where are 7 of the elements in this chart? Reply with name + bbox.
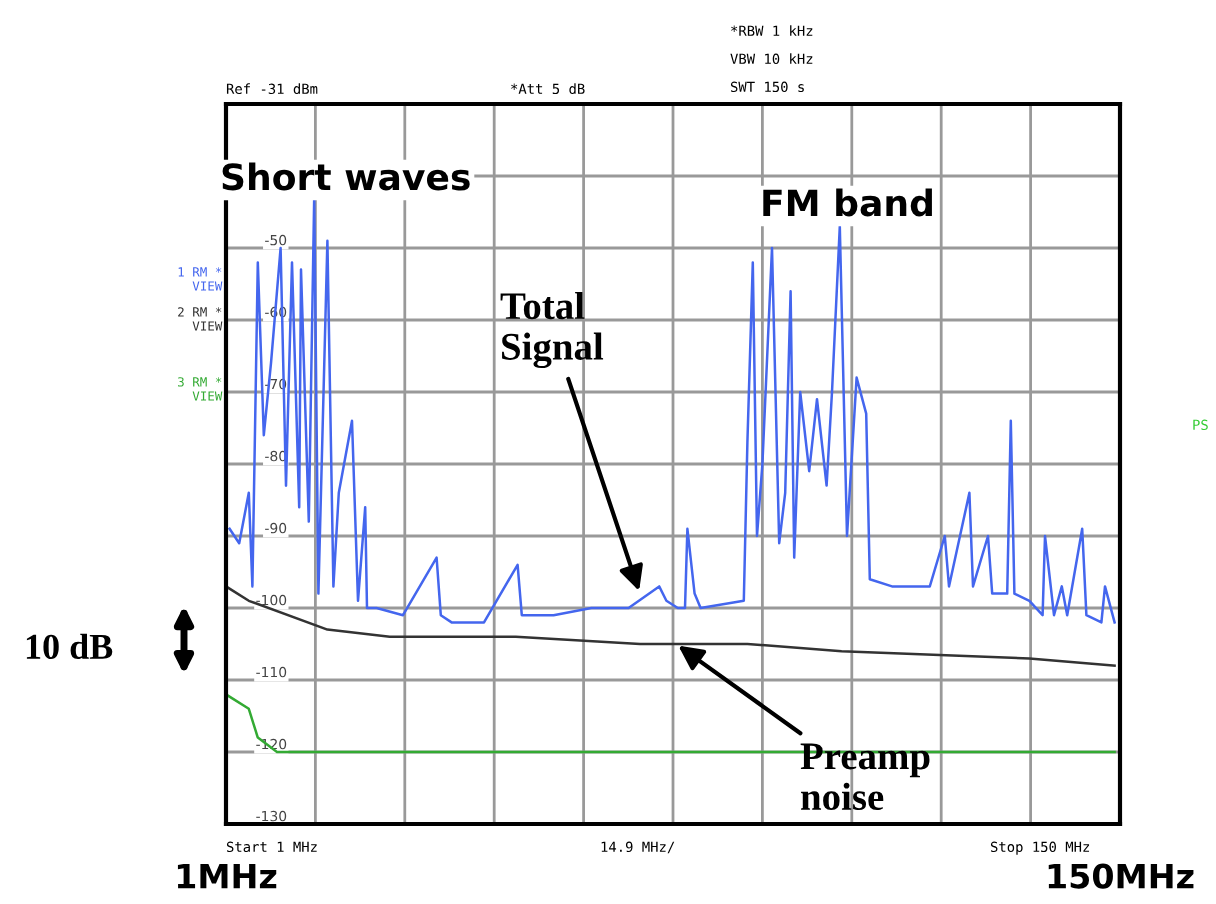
annotation: Total Signal	[500, 291, 604, 369]
text: 10 dB	[26, 633, 113, 660]
x-tick-label: 150MHz	[1048, 863, 1194, 889]
annotation: FM band	[763, 188, 932, 217]
annotation: Short waves	[222, 162, 470, 191]
annotation: Preamp noise	[800, 743, 930, 811]
x-tick-label: 1MHz	[177, 863, 277, 889]
